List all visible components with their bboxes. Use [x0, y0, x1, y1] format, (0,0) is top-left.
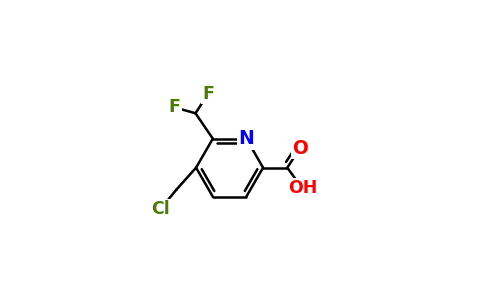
Text: O: O — [292, 139, 308, 158]
Text: F: F — [202, 85, 214, 103]
Text: N: N — [239, 129, 254, 148]
Text: F: F — [169, 98, 181, 116]
Text: Cl: Cl — [151, 200, 170, 218]
Text: OH: OH — [287, 179, 317, 197]
